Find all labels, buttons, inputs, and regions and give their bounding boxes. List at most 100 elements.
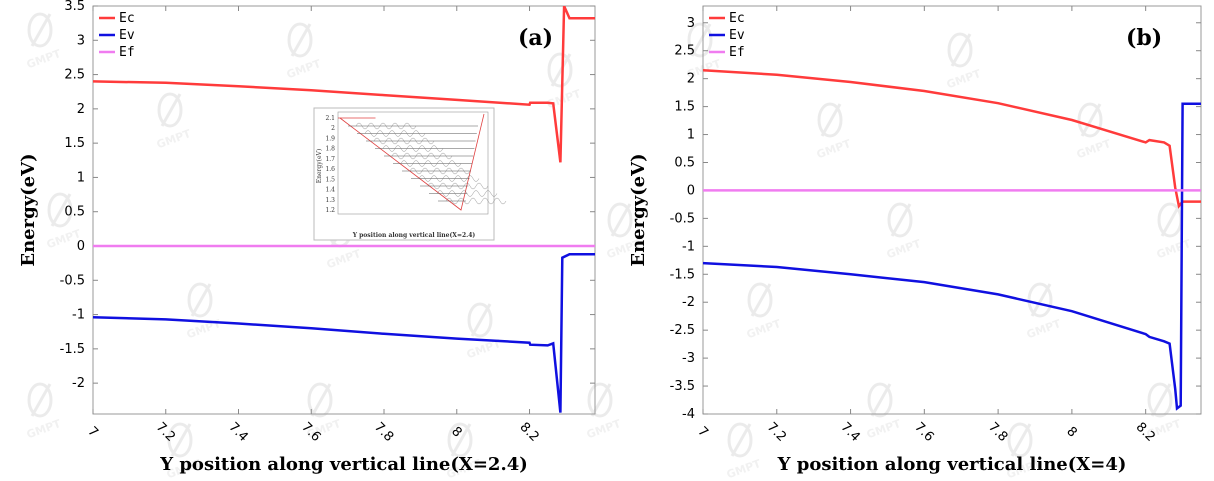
y-tick-label: -0.5 bbox=[670, 211, 695, 226]
panel-b-x-axis-title: Y position along vertical line(X=4) bbox=[777, 454, 1127, 475]
watermark-logo: GMPT bbox=[185, 282, 223, 341]
inset-wavefunction bbox=[373, 137, 435, 145]
legend-label-ev: Ev bbox=[729, 28, 745, 43]
x-tick-label: 7 bbox=[694, 424, 710, 440]
panel-b: -4 -3.5 -3 -2.5 -2 -1.5 -1 -0.5 0 0.5 1 1.5 2 2.5 3 7 7.… bbox=[628, 5, 1202, 475]
y-tick-label: -2.5 bbox=[670, 323, 695, 338]
x-tick-label: 7.2 bbox=[153, 420, 178, 445]
watermark-text: GMPT bbox=[285, 57, 323, 82]
series-line-ec bbox=[703, 69, 1201, 209]
panel-b-legend: Ec Ev Ef bbox=[709, 11, 745, 60]
watermark-text: GMPT bbox=[545, 87, 583, 112]
watermark-text: GMPT bbox=[585, 417, 623, 442]
watermark-logo: GMPT bbox=[155, 92, 193, 152]
inset-wavefunction bbox=[382, 145, 444, 152]
inset-y-axis-title: Energy(eV) bbox=[316, 149, 323, 183]
legend-label-ec: Ec bbox=[729, 11, 745, 26]
inset-y-tick-label: 1.8 bbox=[325, 146, 335, 153]
watermark-text: GMPT bbox=[25, 47, 63, 72]
y-tick-label: -3 bbox=[682, 351, 695, 366]
watermark-logo: GMPT bbox=[725, 422, 763, 481]
inset-wavefunction bbox=[391, 152, 453, 160]
y-tick-label: -1 bbox=[72, 308, 85, 323]
watermark-text: GMPT bbox=[945, 67, 983, 92]
x-tick-label: 7.4 bbox=[838, 420, 863, 445]
watermark-text: GMPT bbox=[865, 417, 903, 442]
inset-wavefunction bbox=[400, 160, 462, 167]
y-tick-label: 3.5 bbox=[64, 0, 85, 14]
watermark-text: GMPT bbox=[25, 417, 63, 442]
series-line-ev bbox=[93, 252, 595, 413]
panel-a-label: (a) bbox=[518, 25, 553, 51]
y-tick-label: 1 bbox=[687, 128, 695, 143]
x-tick-label: 7.6 bbox=[911, 420, 936, 445]
y-tick-label: 2.5 bbox=[64, 68, 85, 83]
y-tick-label: -3.5 bbox=[670, 379, 695, 394]
inset-plot-frame bbox=[337, 111, 489, 215]
legend-label-ef: Ef bbox=[119, 45, 135, 60]
inset-y-tick-label: 1.9 bbox=[325, 135, 335, 142]
watermark-logo: GMPT bbox=[745, 282, 783, 342]
panel-b-label: (b) bbox=[1126, 25, 1162, 51]
x-tick-label: 7.2 bbox=[764, 420, 789, 445]
y-tick-label: 0.5 bbox=[674, 155, 695, 170]
watermark-logo: GMPT bbox=[945, 32, 983, 92]
x-tick-label: 7.8 bbox=[371, 420, 396, 445]
y-tick-label: 0 bbox=[77, 239, 85, 254]
x-tick-label: 7.4 bbox=[226, 420, 251, 445]
panel-a-plot-frame bbox=[92, 5, 596, 415]
panel-a-x-axis-title: Y position along vertical line(X=2.4) bbox=[159, 454, 528, 475]
inset-y-tick-label: 1.3 bbox=[325, 197, 335, 204]
panel-b-series bbox=[703, 69, 1201, 411]
watermark-text: GMPT bbox=[1075, 137, 1113, 162]
inset-wavefunction bbox=[409, 167, 471, 175]
panel-a-series bbox=[93, 6, 595, 413]
x-tick-label: 8.2 bbox=[1133, 420, 1158, 445]
y-tick-label: 0.5 bbox=[64, 205, 85, 220]
watermark-text: GMPT bbox=[1155, 237, 1193, 262]
watermark-logo: GMPT bbox=[285, 22, 323, 82]
watermark-logo: GMPT bbox=[865, 382, 903, 442]
inset-y-tick-label: 1.7 bbox=[325, 156, 335, 163]
panel-b-plot-frame bbox=[702, 5, 1202, 415]
legend-label-ec: Ec bbox=[119, 11, 135, 26]
watermark-text: GMPT bbox=[815, 137, 853, 162]
y-tick-label: 3 bbox=[77, 33, 85, 48]
y-tick-label: -0.5 bbox=[60, 273, 85, 288]
y-tick-label: 2.5 bbox=[674, 44, 695, 59]
y-tick-label: 2 bbox=[77, 102, 85, 117]
watermark-logo: GMPT bbox=[815, 102, 853, 162]
y-tick-label: -2 bbox=[72, 376, 85, 391]
inset-y-tick-label: 2 bbox=[331, 125, 335, 132]
x-tick-label: 7 bbox=[84, 424, 100, 440]
legend-label-ef: Ef bbox=[729, 45, 745, 60]
inset-x-axis-title: Y position along vertical line(X=2.4) bbox=[352, 232, 476, 239]
watermark-logo: GMPT bbox=[25, 382, 63, 442]
y-tick-label: 2 bbox=[687, 72, 695, 87]
x-tick-label: 7.8 bbox=[985, 420, 1010, 445]
watermark-logo: GMPT bbox=[885, 202, 923, 262]
series-line-ev bbox=[703, 102, 1201, 411]
watermark-text: GMPT bbox=[325, 247, 363, 272]
inset-y-tick-label: 1.5 bbox=[325, 176, 335, 183]
series-line-ec bbox=[93, 6, 595, 163]
inset-wavefunction bbox=[364, 130, 426, 137]
watermark-text: GMPT bbox=[155, 127, 193, 152]
watermark-logo: GMPT bbox=[1025, 282, 1063, 341]
inset-wavefunction bbox=[445, 197, 507, 205]
inset-background bbox=[313, 107, 495, 241]
y-tick-label: -1.5 bbox=[670, 267, 695, 282]
inset-y-tick-label: 1.2 bbox=[325, 207, 335, 214]
y-tick-label: 0 bbox=[687, 183, 695, 198]
inset-y-tick-label: 1.4 bbox=[325, 187, 335, 194]
watermark-text: GMPT bbox=[745, 317, 783, 342]
inset-y-tick-label: 1.6 bbox=[325, 166, 335, 173]
watermark-logo: GMPT bbox=[465, 302, 503, 361]
watermark-text: GMPT bbox=[885, 237, 923, 262]
x-tick-label: 8 bbox=[1063, 424, 1079, 440]
y-tick-label: 1.5 bbox=[64, 136, 85, 151]
inset-wavefunction bbox=[436, 190, 498, 197]
watermark-logo: GMPT bbox=[1155, 202, 1193, 262]
watermark-logo: GMPT bbox=[25, 12, 63, 72]
